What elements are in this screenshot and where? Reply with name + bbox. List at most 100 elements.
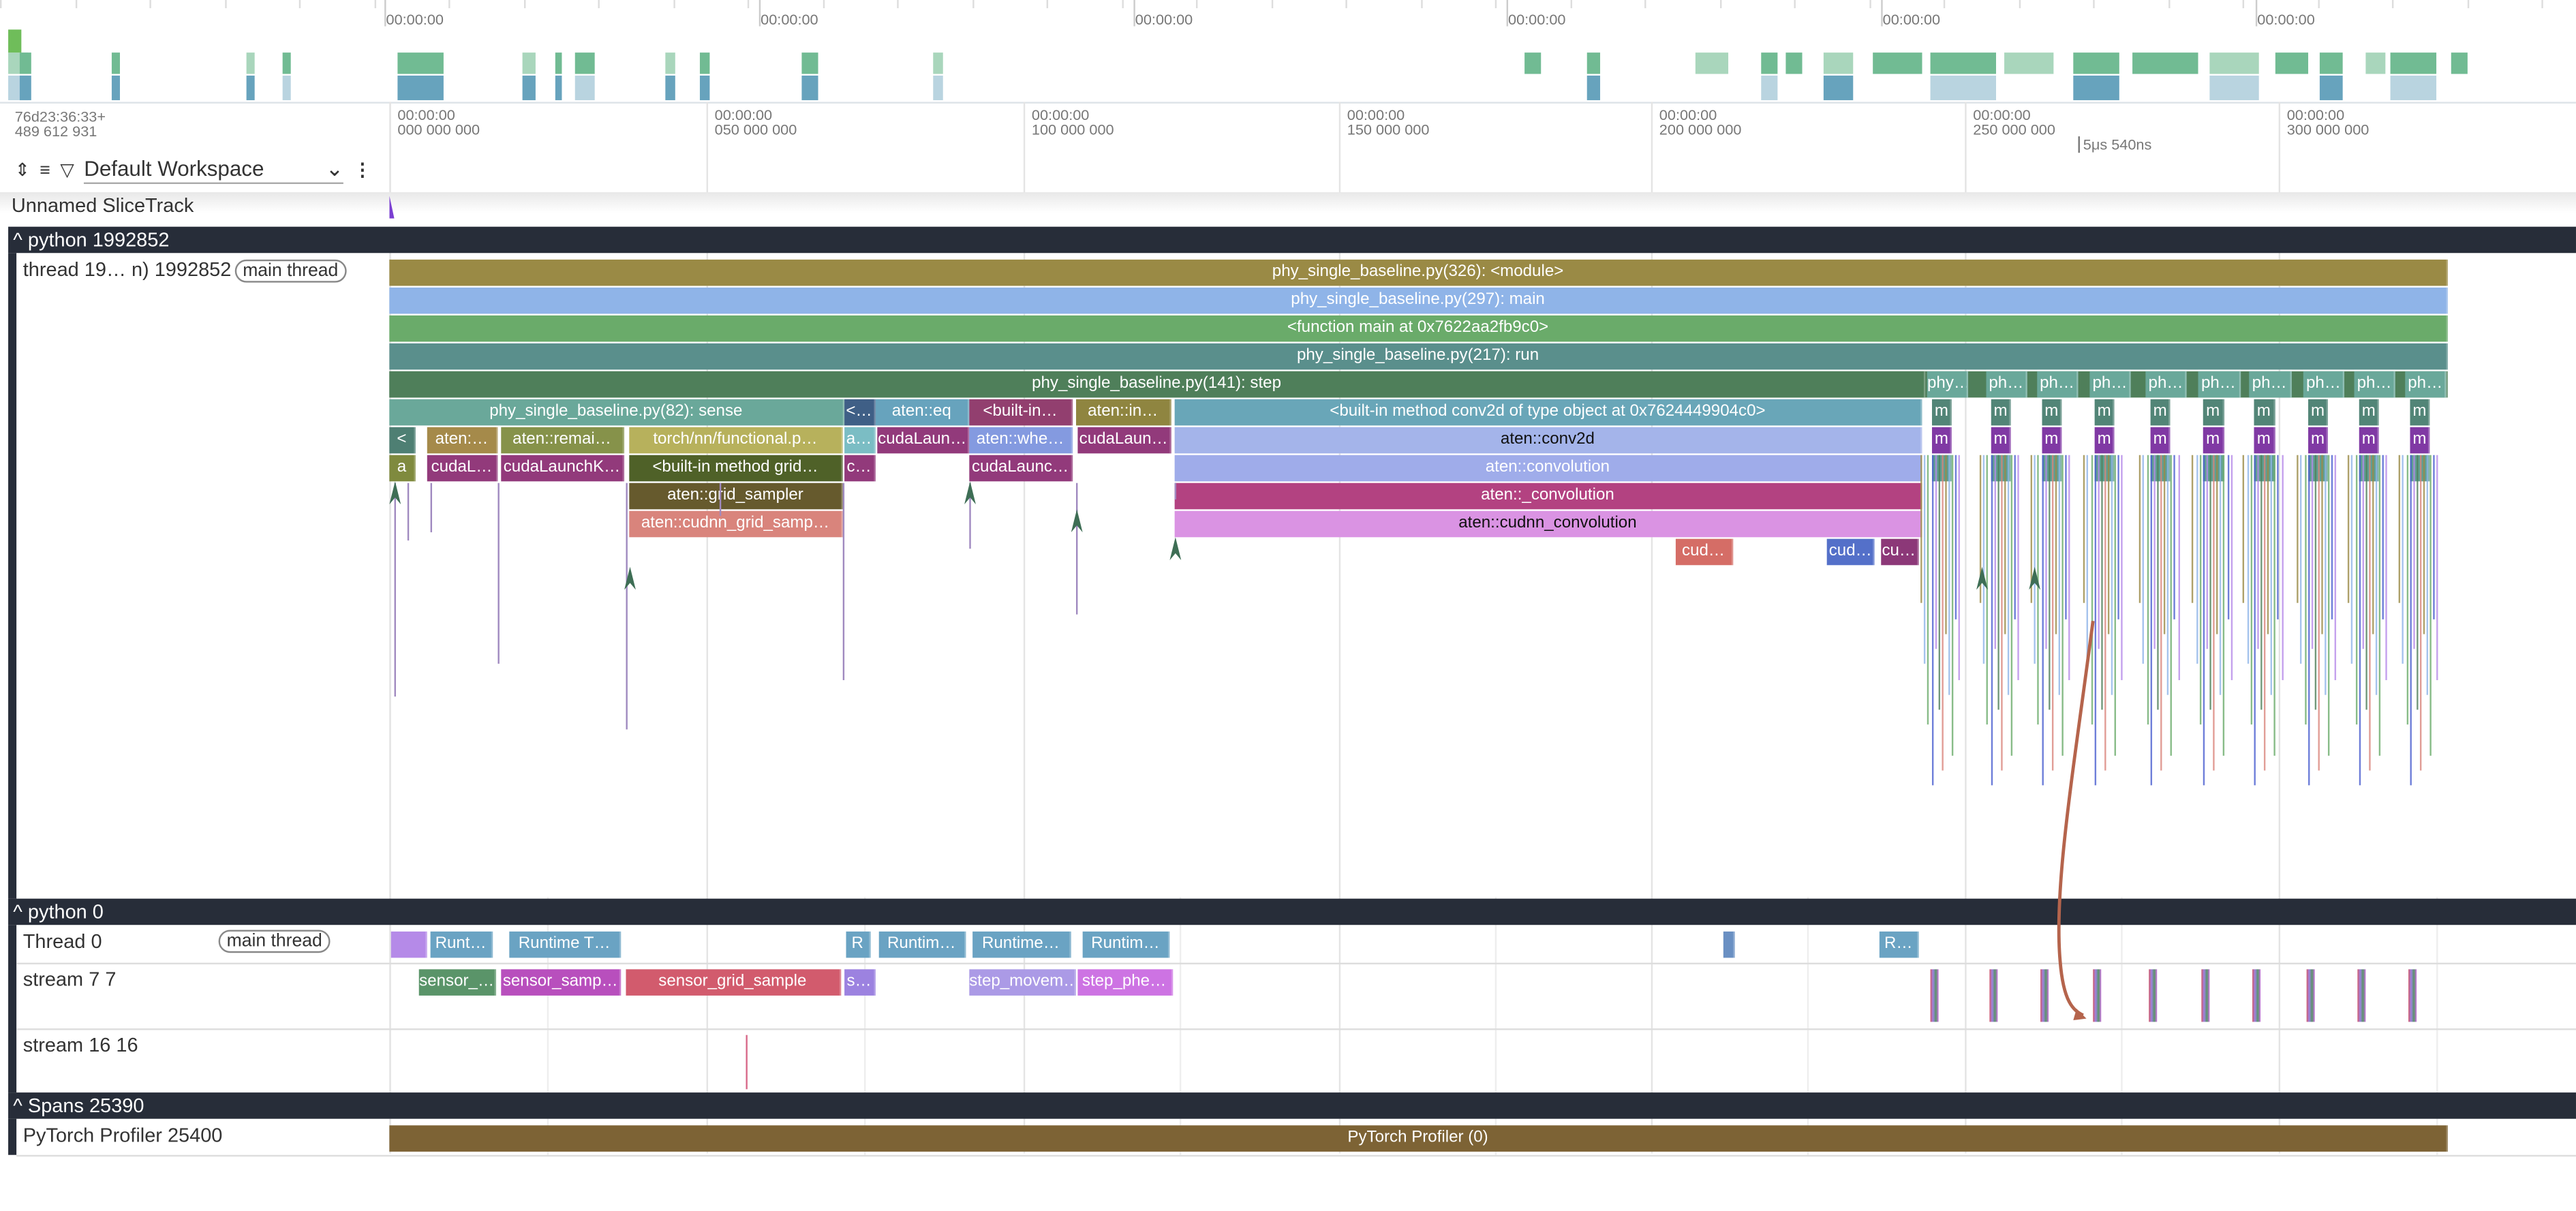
trace-slice[interactable]: sensor_grid_sample xyxy=(625,969,842,996)
trace-slice[interactable]: R xyxy=(846,931,871,958)
trace-slice[interactable]: ph… xyxy=(2089,371,2132,398)
trace-slice[interactable]: m xyxy=(1991,399,2012,426)
overview-time-label: 00:00:00 xyxy=(1135,11,1193,28)
trace-slice[interactable]: m xyxy=(2151,427,2171,454)
group-header-python-1992852[interactable]: ^ python 1992852 xyxy=(8,226,2576,254)
trace-slice[interactable]: aten::_convolution xyxy=(1174,482,1922,510)
trace-slice[interactable]: ph… xyxy=(2405,371,2447,398)
trace-slice[interactable]: phy_single_baseline.py(82): sense xyxy=(389,399,844,426)
trace-slice[interactable]: Runtime… xyxy=(972,931,1071,958)
trace-slice[interactable]: aten::in… xyxy=(1075,399,1171,426)
trace-slice[interactable]: aten::conv2d xyxy=(1174,427,1922,454)
trace-slice[interactable]: sensor_samp… xyxy=(501,969,622,996)
stream-7-track[interactable]: stream 7 7 xyxy=(16,964,2576,1028)
trace-slice[interactable]: m xyxy=(2042,427,2063,454)
trace-slice[interactable]: m xyxy=(2095,399,2115,426)
trace-slice[interactable] xyxy=(391,931,427,958)
overview-time-label: 00:00:00 xyxy=(1882,11,1941,28)
trace-slice[interactable]: m xyxy=(2203,399,2224,426)
trace-slice[interactable]: cu… xyxy=(1880,538,1919,566)
trace-slice[interactable]: aten::eq xyxy=(875,399,970,426)
trace-slice[interactable]: cudaL… xyxy=(427,455,498,482)
trace-slice[interactable] xyxy=(1723,931,1734,958)
trace-slice[interactable]: m xyxy=(2410,427,2431,454)
collapse-all-icon[interactable]: ⇕ xyxy=(14,161,30,181)
thread-0-track[interactable]: Thread 0 main thread xyxy=(16,925,2576,962)
trace-slice[interactable]: m xyxy=(2151,399,2171,426)
stream-16-track[interactable]: stream 16 16 xyxy=(16,1030,2576,1093)
trace-slice[interactable]: aten::cudnn_grid_samp… xyxy=(629,510,843,538)
trace-slice[interactable]: <built-in… xyxy=(969,399,1073,426)
trace-slice[interactable]: cudaLaunchK… xyxy=(501,455,625,482)
trace-slice[interactable]: cudaLaun… xyxy=(1077,427,1172,454)
trace-slice[interactable]: ph… xyxy=(2145,371,2188,398)
pytorch-profiler-track[interactable]: PyTorch Profiler 25400 xyxy=(16,1119,2576,1155)
unnamed-slice-track[interactable]: Unnamed SliceTrack xyxy=(0,192,2576,227)
trace-slice[interactable]: Runtim… xyxy=(878,931,966,958)
trace-slice[interactable]: aten::grid_sampler xyxy=(629,482,843,510)
trace-slice[interactable]: m xyxy=(2254,427,2275,454)
trace-slice[interactable]: PyTorch Profiler (0) xyxy=(389,1125,2449,1152)
trace-slice[interactable]: R… xyxy=(1879,931,1919,958)
trace-slice[interactable]: aten::cudnn_convolution xyxy=(1174,510,1922,538)
trace-slice[interactable]: Runtime T… xyxy=(508,931,622,958)
main-thread-track[interactable]: thread 19… n) 1992852 main thread xyxy=(16,253,2576,897)
trace-slice[interactable]: aten::remai… xyxy=(501,427,625,454)
trace-slice[interactable]: m xyxy=(2359,427,2380,454)
trace-slice[interactable]: ph… xyxy=(1986,371,2028,398)
trace-slice[interactable]: ph… xyxy=(2037,371,2079,398)
trace-slice[interactable]: m xyxy=(1932,427,1952,454)
trace-slice[interactable]: <… xyxy=(844,399,876,426)
trace-slice[interactable]: <function main at 0x7622aa2fb9c0> xyxy=(389,315,2449,342)
trace-slice[interactable]: m xyxy=(2308,427,2329,454)
trace-slice[interactable]: ph… xyxy=(2303,371,2346,398)
trace-slice[interactable]: a xyxy=(389,455,416,482)
trace-slice[interactable]: m xyxy=(2410,399,2431,426)
trace-slice[interactable]: m xyxy=(2042,399,2063,426)
trace-slice[interactable]: c… xyxy=(844,455,876,482)
trace-slice[interactable]: m xyxy=(2203,427,2224,454)
trace-slice[interactable]: m xyxy=(1932,399,1952,426)
more-options-icon[interactable]: ⋮ xyxy=(353,161,372,181)
group-header-python-0[interactable]: ^ python 0 xyxy=(8,898,2576,925)
trace-slice[interactable]: torch/nn/functional.p… xyxy=(629,427,843,454)
trace-slice[interactable]: phy_single_baseline.py(217): run xyxy=(389,343,2449,370)
trace-slice[interactable]: cudaLaun… xyxy=(876,427,970,454)
trace-slice[interactable]: m xyxy=(2359,399,2380,426)
workspace-select[interactable]: Default Workspace ⌄ xyxy=(84,156,343,184)
filter-icon[interactable]: ▽ xyxy=(60,161,74,181)
track-name: Unnamed SliceTrack xyxy=(11,194,194,217)
group-header-spans[interactable]: ^ Spans 25390 xyxy=(8,1092,2576,1119)
trace-slice[interactable]: step_phe… xyxy=(1077,969,1173,996)
trace-slice[interactable]: cud… xyxy=(1827,538,1875,566)
trace-slice[interactable]: < xyxy=(389,427,416,454)
trace-slice[interactable]: Runt… xyxy=(430,931,493,958)
trace-slice[interactable]: ph… xyxy=(2249,371,2291,398)
trace-slice[interactable]: a… xyxy=(844,427,876,454)
trace-slice[interactable]: m xyxy=(2254,399,2275,426)
trace-slice[interactable]: <built-in method grid… xyxy=(629,455,843,482)
overview-timeline[interactable]: 00:00:00 00:00:00 00:00:00 00:00:00 00:00:00… xyxy=(0,0,2576,104)
trace-slice[interactable]: step_movem… xyxy=(969,969,1076,996)
list-icon[interactable]: ≡ xyxy=(40,160,50,180)
chevron-down-icon: ⌄ xyxy=(325,156,344,181)
trace-slice[interactable]: phy… xyxy=(1927,371,1969,398)
trace-slice[interactable]: phy_single_baseline.py(297): main xyxy=(389,287,2449,314)
trace-slice[interactable]: sensor_… xyxy=(418,969,497,996)
trace-slice[interactable]: phy_single_baseline.py(141): step xyxy=(389,371,1926,398)
trace-slice[interactable]: ph… xyxy=(2354,371,2396,398)
trace-slice[interactable]: Runtim… xyxy=(1083,931,1170,958)
trace-slice[interactable]: m xyxy=(1991,427,2012,454)
trace-slice[interactable]: aten:… xyxy=(427,427,498,454)
trace-slice[interactable]: aten::whe… xyxy=(969,427,1073,454)
trace-slice[interactable]: ph… xyxy=(2198,371,2241,398)
trace-slice[interactable]: phy_single_baseline.py(326): <module> xyxy=(389,259,2449,286)
trace-slice[interactable]: <built-in method conv2d of type object a… xyxy=(1174,399,1922,426)
trace-slice[interactable]: cudaLaunc… xyxy=(969,455,1073,482)
trace-slice[interactable]: m xyxy=(2308,399,2329,426)
trace-slice[interactable]: cud… xyxy=(1675,538,1734,566)
trace-slice[interactable]: aten::convolution xyxy=(1174,455,1922,482)
trace-slice[interactable]: m xyxy=(2095,427,2115,454)
axis-tick-time: 00:00:00 xyxy=(1031,106,1090,123)
trace-slice[interactable]: s… xyxy=(844,969,876,996)
